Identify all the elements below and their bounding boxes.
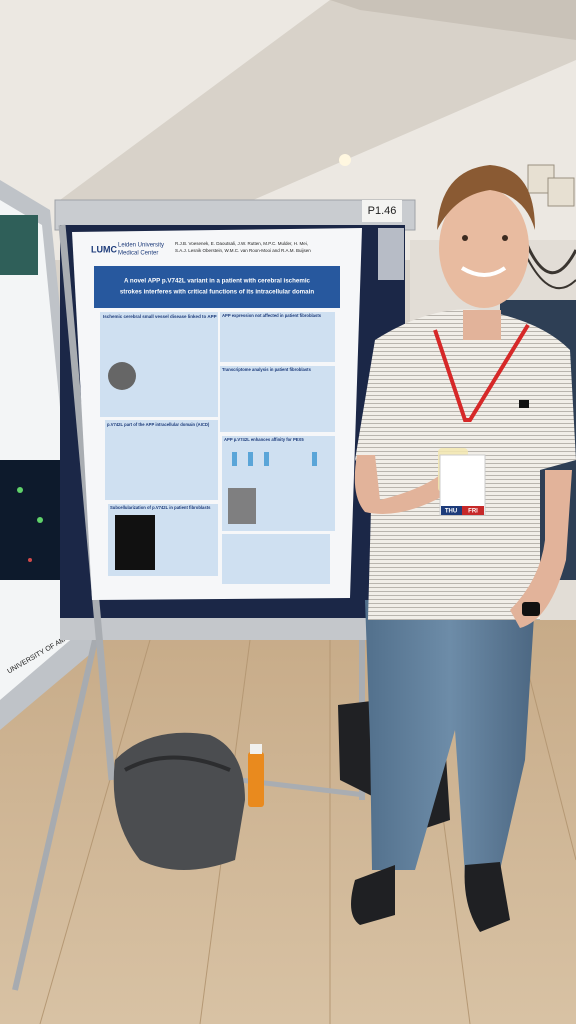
section-heading: Subcellularization of p.V742L in patient… [110, 505, 211, 510]
microscopy [115, 515, 155, 570]
shirt-logo [519, 400, 529, 408]
arm [354, 455, 445, 514]
section-heading: Transcriptome analysis in patient fibrob… [222, 367, 312, 372]
institute-line: Medical Center [118, 251, 158, 257]
section-heading: Ischemic cerebral small vessel disease l… [103, 314, 217, 319]
bottle-cap [250, 744, 262, 754]
badge [439, 454, 486, 516]
shoe [464, 862, 510, 932]
ceiling-beam [330, 0, 576, 40]
poster-logo: LUMC [91, 244, 117, 254]
authors-line: S.A.J. Lesnik Oberstein, W.M.C. van Roon… [175, 248, 311, 253]
badge-day [441, 506, 462, 515]
backpack-strap [124, 755, 231, 772]
section-heading: p.V742L part of the APP intracellular do… [107, 422, 210, 427]
badge-day-label: FRI [468, 509, 478, 515]
badge-day [462, 506, 484, 515]
section-heading: APP p.V742L enhances affinity for PEX5 [224, 437, 304, 442]
jeans [365, 600, 535, 875]
neck [463, 310, 501, 340]
blot [228, 488, 256, 524]
board-number: P1.46 [368, 205, 397, 217]
eye [462, 235, 468, 241]
institute-line: Leiden University [118, 243, 164, 249]
tubes [232, 452, 317, 466]
face [439, 188, 529, 308]
arm [510, 470, 572, 628]
shoe [351, 865, 395, 925]
poster: LUMC Leiden University Medical Center R.… [72, 228, 362, 600]
eye [502, 235, 508, 241]
person: THU FRI [351, 165, 576, 932]
lanyard [433, 323, 530, 422]
watch [522, 602, 540, 616]
ceiling-coffer [60, 0, 576, 210]
authors-line: R.J.B. Voesenek, E. Daoutsali, J.W. Rutt… [175, 241, 308, 246]
smile [460, 266, 507, 277]
hair [437, 165, 535, 230]
poster-title: strokes interferes with critical functio… [120, 289, 314, 296]
poster-title: A novel APP p.V742L variant in a patient… [124, 278, 311, 285]
chandelier [514, 164, 576, 290]
ceiling-light [339, 154, 351, 166]
backpack [113, 732, 245, 870]
bottle [248, 752, 264, 807]
badge-day-label: THU [445, 509, 457, 515]
brain-scan [108, 362, 136, 390]
section-heading: APP expression not affected in patient f… [222, 313, 322, 318]
